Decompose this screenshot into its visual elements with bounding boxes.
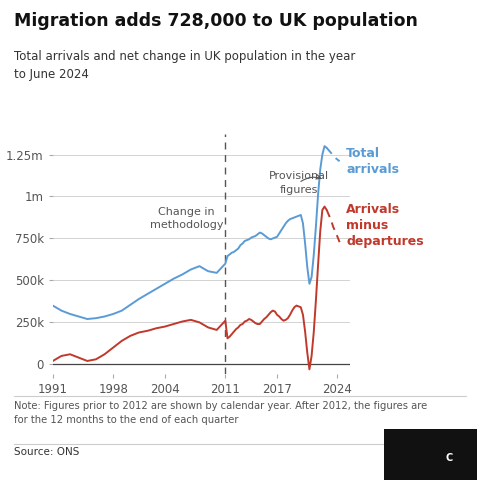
Text: B: B [427, 454, 434, 463]
Text: Provisional
figures: Provisional figures [269, 171, 329, 195]
Text: B: B [408, 454, 416, 463]
Text: Migration adds 728,000 to UK population: Migration adds 728,000 to UK population [14, 12, 418, 30]
Text: Total
arrivals: Total arrivals [346, 147, 399, 176]
Text: Total arrivals and net change in UK population in the year
to June 2024: Total arrivals and net change in UK popu… [14, 50, 356, 82]
Text: Note: Figures prior to 2012 are shown by calendar year. After 2012, the figures : Note: Figures prior to 2012 are shown by… [14, 401, 428, 425]
Text: Source: ONS: Source: ONS [14, 447, 80, 457]
Text: Arrivals
minus
departures: Arrivals minus departures [346, 203, 424, 248]
Text: C: C [445, 454, 453, 463]
Text: Change in
methodology: Change in methodology [150, 207, 223, 230]
